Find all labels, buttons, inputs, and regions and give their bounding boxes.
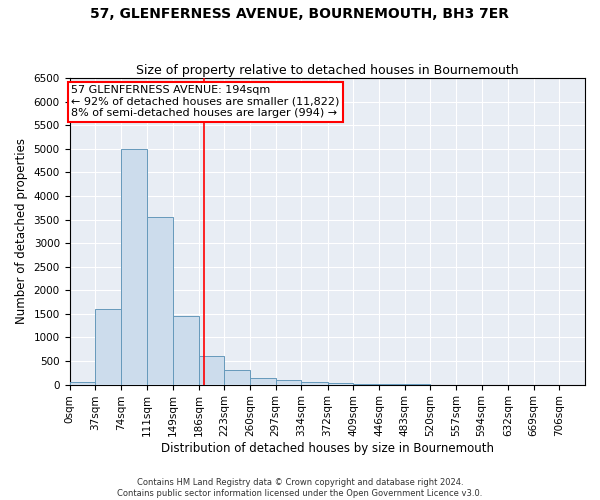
Bar: [70, 382, 95, 384]
Bar: [199, 356, 224, 384]
Bar: [95, 309, 121, 384]
Text: Contains HM Land Registry data © Crown copyright and database right 2024.
Contai: Contains HM Land Registry data © Crown c…: [118, 478, 482, 498]
Bar: [224, 370, 250, 384]
Text: 57 GLENFERNESS AVENUE: 194sqm
← 92% of detached houses are smaller (11,822)
8% o: 57 GLENFERNESS AVENUE: 194sqm ← 92% of d…: [71, 85, 339, 118]
Bar: [275, 380, 301, 384]
X-axis label: Distribution of detached houses by size in Bournemouth: Distribution of detached houses by size …: [161, 442, 494, 455]
Bar: [173, 316, 199, 384]
Title: Size of property relative to detached houses in Bournemouth: Size of property relative to detached ho…: [136, 64, 518, 77]
Bar: [301, 382, 328, 384]
Bar: [121, 149, 146, 384]
Y-axis label: Number of detached properties: Number of detached properties: [15, 138, 28, 324]
Text: 57, GLENFERNESS AVENUE, BOURNEMOUTH, BH3 7ER: 57, GLENFERNESS AVENUE, BOURNEMOUTH, BH3…: [91, 8, 509, 22]
Bar: [250, 378, 275, 384]
Bar: [146, 217, 173, 384]
